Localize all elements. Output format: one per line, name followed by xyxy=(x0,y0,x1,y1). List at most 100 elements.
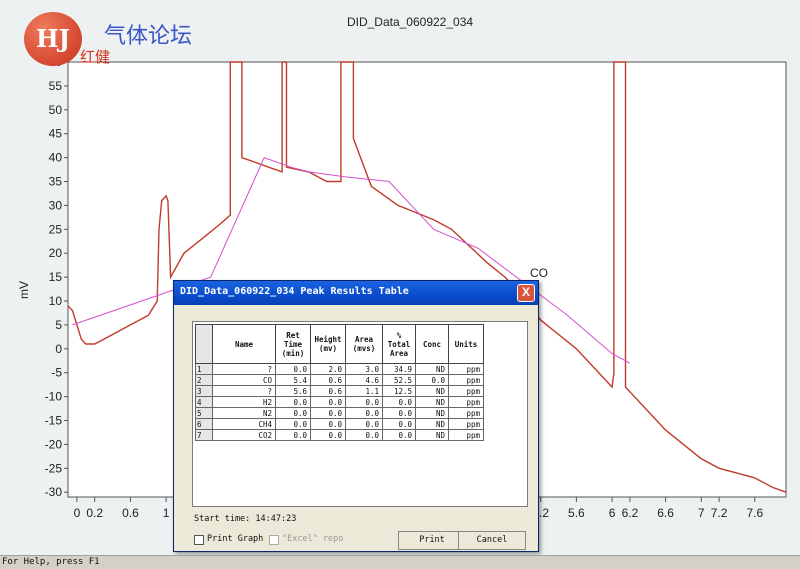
column-header-pct-total-area[interactable]: % Total Area xyxy=(382,324,416,364)
cell-units: ppm xyxy=(448,418,484,430)
cell-pct: 0.0 xyxy=(382,418,416,430)
x-tick-label: 0.2 xyxy=(86,506,103,520)
row-number: 6 xyxy=(195,418,213,430)
cell-units: ppm xyxy=(448,396,484,408)
y-tick-label: -30 xyxy=(45,485,63,499)
cell-ret: 0.0 xyxy=(275,407,311,419)
cell-area: 0.0 xyxy=(345,418,383,430)
signal-trace xyxy=(67,61,787,493)
cell-area: 0.0 xyxy=(345,407,383,419)
x-tick-label: 0 xyxy=(74,506,81,520)
y-tick-label: -20 xyxy=(45,437,63,451)
cancel-button[interactable]: Cancel xyxy=(458,531,526,550)
y-tick-label: 10 xyxy=(49,294,63,308)
cell-pct: 12.5 xyxy=(382,385,416,397)
table-corner xyxy=(195,324,213,364)
column-header-height[interactable]: Height (mv) xyxy=(310,324,346,364)
cell-area: 4.6 xyxy=(345,374,383,386)
dialog-titlebar[interactable]: DID_Data_060922_034 Peak Results Table X xyxy=(174,281,538,305)
y-tick-label: 55 xyxy=(49,79,63,93)
peak-label: CO xyxy=(530,266,548,280)
cell-name: ? xyxy=(212,363,276,375)
cell-height: 0.6 xyxy=(310,374,346,386)
y-tick-label: 35 xyxy=(49,175,63,189)
x-tick-label: 6.2 xyxy=(622,506,639,520)
excel-report-checkbox[interactable] xyxy=(269,535,279,545)
cell-name: CH4 xyxy=(212,418,276,430)
row-number: 5 xyxy=(195,407,213,419)
peak-results-dialog: DID_Data_060922_034 Peak Results Table X… xyxy=(173,280,539,552)
y-tick-label: -10 xyxy=(45,390,63,404)
dialog-title: DID_Data_060922_034 Peak Results Table xyxy=(180,286,409,297)
row-number: 1 xyxy=(195,363,213,375)
y-tick-label: 30 xyxy=(49,198,63,212)
x-ticks: 0 0.2 0.6 1 5.2 5.6 6 6.2 6.6 7 7.2 7.6 xyxy=(74,497,763,520)
cell-units: ppm xyxy=(448,374,484,386)
x-tick-label: 7 xyxy=(698,506,705,520)
cell-area: 0.0 xyxy=(345,429,383,441)
column-header-units[interactable]: Units xyxy=(448,324,484,364)
start-time-label: Start time: 14:47:23 xyxy=(194,514,297,524)
cell-conc: ND xyxy=(415,363,449,375)
column-header-area[interactable]: Area (mvs) xyxy=(345,324,383,364)
cell-units: ppm xyxy=(448,407,484,419)
cell-height: 0.6 xyxy=(310,385,346,397)
close-button[interactable]: X xyxy=(517,284,535,302)
forum-watermark: HJ 气体论坛 红健 xyxy=(24,12,204,68)
chart-title: DID_Data_060922_034 xyxy=(347,15,473,29)
table-row[interactable]: 4 H2 0.0 0.0 0.0 0.0 ND ppm xyxy=(195,396,484,408)
cell-conc: ND xyxy=(415,407,449,419)
y-tick-label: -15 xyxy=(45,414,63,428)
cell-pct: 0.0 xyxy=(382,407,416,419)
x-tick-label: 5.6 xyxy=(568,506,585,520)
table-row[interactable]: 1? 0.0 2.0 3.0 34.9 ND ppm xyxy=(195,363,484,375)
table-row[interactable]: 7 CO2 0.0 0.0 0.0 0.0 ND ppm xyxy=(195,429,484,441)
table-row[interactable]: 5 N2 0.0 0.0 0.0 0.0 ND ppm xyxy=(195,407,484,419)
column-header-name[interactable]: Name xyxy=(212,324,276,364)
y-tick-label: 45 xyxy=(49,127,63,141)
cell-ret: 5.6 xyxy=(275,385,311,397)
cell-name: CO xyxy=(212,374,276,386)
column-header-conc[interactable]: Conc xyxy=(415,324,449,364)
cell-pct: 52.5 xyxy=(382,374,416,386)
y-tick-label: -25 xyxy=(45,461,63,475)
y-axis-label: mV xyxy=(17,281,31,299)
x-tick-label: 1 xyxy=(163,506,170,520)
x-tick-label: 7.2 xyxy=(711,506,728,520)
logo-subtext: 红健 xyxy=(80,48,111,66)
table-row[interactable]: 3? 5.6 0.6 1.1 12.5 ND ppm xyxy=(195,385,484,397)
cell-area: 0.0 xyxy=(345,396,383,408)
cell-area: 1.1 xyxy=(345,385,383,397)
table-row[interactable]: 2 CO 5.4 0.6 4.6 52.5 0.0 ppm xyxy=(195,374,484,386)
logo-text: 气体论坛 xyxy=(104,24,193,49)
cell-units: ppm xyxy=(448,385,484,397)
print-button[interactable]: Print xyxy=(398,531,466,550)
cell-ret: 0.0 xyxy=(275,429,311,441)
row-number: 3 xyxy=(195,385,213,397)
cell-pct: 34.9 xyxy=(382,363,416,375)
cell-pct: 0.0 xyxy=(382,429,416,441)
y-ticks: 605550454035302520151050-5-10-15-20-25-3… xyxy=(45,55,68,499)
y-tick-label: -5 xyxy=(51,366,62,380)
x-tick-label: 7.6 xyxy=(746,506,763,520)
cell-ret: 0.0 xyxy=(275,418,311,430)
cell-conc: 0.0 xyxy=(415,374,449,386)
cell-name: H2 xyxy=(212,396,276,408)
cell-ret: 5.4 xyxy=(275,374,311,386)
cell-conc: ND xyxy=(415,385,449,397)
cell-height: 2.0 xyxy=(310,363,346,375)
y-tick-label: 40 xyxy=(49,151,63,165)
print-graph-checkbox[interactable] xyxy=(194,535,204,545)
y-tick-label: 15 xyxy=(49,270,63,284)
x-tick-label: 6 xyxy=(609,506,616,520)
cell-height: 0.0 xyxy=(310,407,346,419)
x-tick-label: 6.6 xyxy=(657,506,674,520)
cell-conc: ND xyxy=(415,429,449,441)
baseline-trace xyxy=(72,156,631,364)
cell-conc: ND xyxy=(415,396,449,408)
y-tick-label: 25 xyxy=(49,222,63,236)
table-row[interactable]: 6 CH4 0.0 0.0 0.0 0.0 ND ppm xyxy=(195,418,484,430)
y-tick-label: 5 xyxy=(55,318,62,332)
column-header-ret-time[interactable]: Ret Time (min) xyxy=(275,324,311,364)
